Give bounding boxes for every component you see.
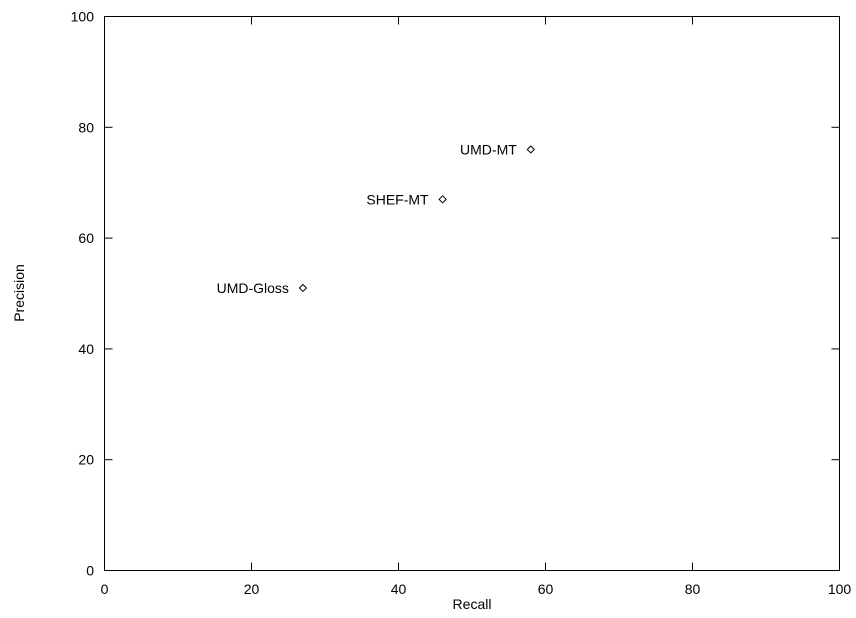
axis-ticks	[104, 16, 840, 571]
point-label: UMD-Gloss	[217, 280, 289, 296]
y-tick-labels: 0 20 40 60 80 100	[71, 9, 95, 579]
y-tick-label: 20	[78, 452, 94, 468]
point-marker	[526, 145, 536, 154]
x-tick-label: 100	[828, 581, 852, 597]
x-tick-label: 80	[685, 581, 701, 597]
x-tick-label: 60	[538, 581, 554, 597]
x-tick-labels: 0 20 40 60 80 100	[101, 581, 852, 597]
point-marker	[438, 195, 447, 204]
y-tick-label: 100	[71, 9, 95, 25]
x-axis-label: Recall	[453, 596, 492, 612]
point-label: UMD-MT	[460, 141, 517, 157]
x-tick-label: 40	[391, 581, 407, 597]
y-tick-label: 0	[86, 563, 94, 579]
y-tick-label: 60	[78, 230, 94, 246]
x-tick-label: 0	[101, 581, 109, 597]
point-label: SHEF-MT	[366, 191, 429, 207]
x-tick-label: 20	[244, 581, 260, 597]
plot-frame	[104, 16, 840, 571]
y-tick-label: 40	[78, 341, 94, 357]
y-axis-label: Precision	[11, 264, 27, 322]
point-marker	[298, 283, 308, 293]
data-points: UMD-MT SHEF-MT UMD-Gloss	[217, 141, 536, 296]
y-tick-label: 80	[78, 119, 94, 135]
